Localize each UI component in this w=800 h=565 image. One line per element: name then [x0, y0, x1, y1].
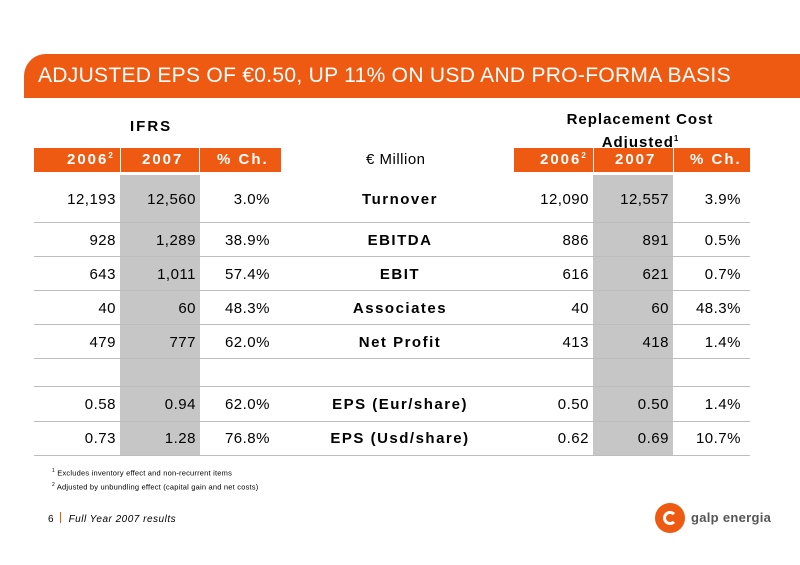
- row-label: Turnover: [362, 191, 438, 208]
- galp-logo-icon: [655, 503, 685, 533]
- row-label: Net Profit: [358, 334, 442, 351]
- ifrs-pct-change: 62.0%: [224, 396, 270, 413]
- rca-2007-value: 0.69: [637, 430, 669, 447]
- rca-2006-value: 616: [562, 266, 589, 283]
- row-label: EBITDA: [367, 232, 433, 249]
- slide-footer: 6 Full Year 2007 results: [48, 512, 176, 525]
- footnote: 2 Adjusted by unbundling effect (capital…: [52, 482, 259, 492]
- ifrs-header-2007: 2007: [142, 151, 184, 168]
- ifrs-pct-change: 48.3%: [224, 300, 270, 317]
- rca-pct-change: 48.3%: [695, 300, 741, 317]
- rca-header-2006: 20062: [540, 151, 586, 168]
- footer-divider: [59, 512, 61, 523]
- rca-group-heading: Replacement Cost Adjusted1: [530, 110, 750, 152]
- ifrs-2007-value: 1,289: [155, 232, 196, 249]
- row-divider: [34, 222, 750, 223]
- ifrs-2007-value: 60: [178, 300, 196, 317]
- rca-2006-value: 12,090: [540, 191, 589, 208]
- rca-heading-line1: Replacement Cost: [566, 111, 714, 128]
- rca-pct-change: 1.4%: [704, 334, 741, 351]
- rca-header-pct: % Ch.: [690, 151, 742, 168]
- row-label: EBIT: [379, 266, 421, 283]
- rca-2006-value: 413: [562, 334, 589, 351]
- rca-2007-column-shade: [593, 175, 673, 455]
- rca-header-2007: 2007: [615, 151, 657, 168]
- ifrs-2006-value: 643: [89, 266, 116, 283]
- header-divider: [593, 148, 594, 172]
- row-label: Associates: [352, 300, 448, 317]
- ifrs-header-pct: % Ch.: [217, 151, 269, 168]
- rca-heading-footnote-mark: 1: [673, 134, 679, 143]
- ifrs-header-bar: 20062 2007 % Ch.: [34, 148, 281, 172]
- footer-title: Full Year 2007 results: [68, 514, 177, 525]
- ifrs-2006-value: 12,193: [67, 191, 116, 208]
- ifrs-pct-change: 3.0%: [233, 191, 270, 208]
- rca-2006-value: 40: [571, 300, 589, 317]
- page-number: 6: [48, 514, 54, 525]
- ifrs-2007-value: 1,011: [157, 266, 196, 283]
- title-banner: ADJUSTED EPS OF €0.50, UP 11% ON USD AND…: [24, 54, 800, 98]
- header-divider: [199, 148, 200, 172]
- rca-pct-change: 1.4%: [704, 396, 741, 413]
- galp-logo: galp energia: [655, 503, 771, 535]
- rca-heading-line2: Adjusted: [601, 134, 674, 151]
- row-label: EPS (Eur/share): [332, 396, 468, 413]
- rca-2007-value: 0.50: [637, 396, 669, 413]
- ifrs-2007-value: 12,560: [147, 191, 196, 208]
- ifrs-header-2006: 20062: [67, 151, 113, 168]
- rca-2007-value: 60: [651, 300, 669, 317]
- ifrs-pct-change: 57.4%: [224, 266, 270, 283]
- ifrs-2007-value: 1.28: [164, 430, 196, 447]
- rca-2007-value: 12,557: [620, 191, 669, 208]
- row-divider: [34, 358, 750, 359]
- rca-pct-change: 3.9%: [704, 191, 741, 208]
- row-divider: [34, 455, 750, 456]
- rca-2006-value: 0.62: [557, 430, 589, 447]
- ifrs-2007-value: 0.94: [164, 396, 196, 413]
- header-divider: [673, 148, 674, 172]
- rca-2007-value: 418: [642, 334, 669, 351]
- rca-2006-value: 886: [562, 232, 589, 249]
- row-divider: [34, 386, 750, 387]
- rca-pct-change: 0.5%: [704, 232, 741, 249]
- row-label: EPS (Usd/share): [330, 430, 470, 447]
- ifrs-2007-value: 777: [169, 334, 196, 351]
- ifrs-pct-change: 76.8%: [224, 430, 270, 447]
- ifrs-2006-value: 40: [98, 300, 116, 317]
- ifrs-2006-value: 479: [89, 334, 116, 351]
- row-divider: [34, 324, 750, 325]
- slide-title: ADJUSTED EPS OF €0.50, UP 11% ON USD AND…: [38, 64, 731, 87]
- footnote: 1 Excludes inventory effect and non-recu…: [52, 468, 233, 478]
- unit-label: € Million: [366, 151, 426, 168]
- header-divider: [120, 148, 121, 172]
- rca-header-bar: 20062 2007 % Ch.: [514, 148, 750, 172]
- rca-2007-value: 621: [642, 266, 669, 283]
- row-divider: [34, 290, 750, 291]
- row-divider: [34, 256, 750, 257]
- rca-pct-change: 10.7%: [695, 430, 741, 447]
- rca-2006-value: 0.50: [557, 396, 589, 413]
- rca-2007-value: 891: [642, 232, 669, 249]
- ifrs-pct-change: 62.0%: [224, 334, 270, 351]
- ifrs-2006-value: 0.58: [84, 396, 116, 413]
- rca-pct-change: 0.7%: [704, 266, 741, 283]
- ifrs-group-heading: IFRS: [130, 118, 173, 135]
- row-divider: [34, 421, 750, 422]
- ifrs-2006-value: 928: [89, 232, 116, 249]
- ifrs-pct-change: 38.9%: [224, 232, 270, 249]
- logo-text: galp energia: [691, 510, 772, 525]
- ifrs-2006-value: 0.73: [84, 430, 116, 447]
- ifrs-2007-column-shade: [120, 175, 200, 455]
